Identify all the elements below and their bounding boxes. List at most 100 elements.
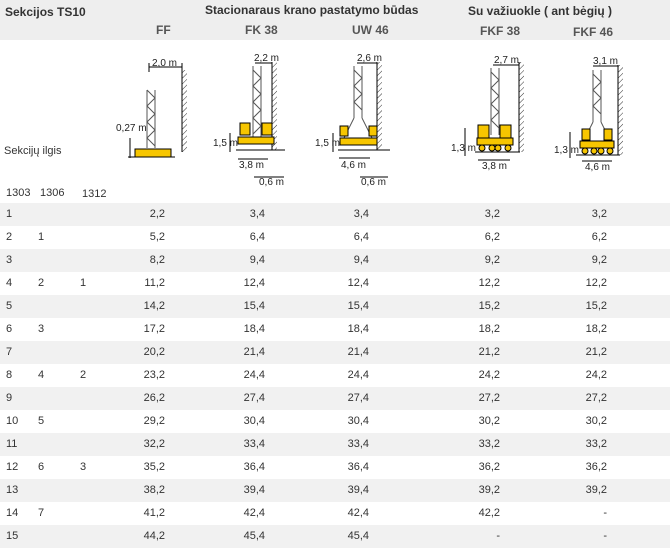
cell-uw46: 18,4 bbox=[347, 323, 369, 335]
cell-fkf38: 18,2 bbox=[478, 323, 500, 335]
table-header-band bbox=[0, 0, 670, 40]
cell-1303: 2 bbox=[6, 231, 13, 243]
cell-fkf46: 18,2 bbox=[585, 323, 607, 335]
cell-fkf46: 36,2 bbox=[585, 461, 607, 473]
cell-1306: 2 bbox=[38, 277, 45, 289]
uw46-wall bbox=[377, 62, 382, 150]
table-row: 5 14,2 15,4 15,4 15,2 15,2 bbox=[0, 295, 670, 318]
fk38-base bbox=[237, 136, 275, 145]
ff-wall bbox=[182, 70, 187, 152]
cell-fk38: 45,4 bbox=[243, 530, 265, 542]
cell-ff: 11,2 bbox=[144, 277, 165, 289]
cell-ff: 17,2 bbox=[143, 323, 165, 335]
cell-1303: 7 bbox=[6, 346, 13, 358]
cell-uw46: 45,4 bbox=[347, 530, 369, 542]
cell-fkf38: 3,2 bbox=[484, 208, 500, 220]
cell-uw46: 9,4 bbox=[353, 254, 369, 266]
fkf38-width-label: 2,7 m bbox=[494, 55, 519, 66]
cell-ff: 2,2 bbox=[149, 208, 165, 220]
fk38-base-label: 3,8 m bbox=[239, 160, 264, 171]
ff-mast bbox=[146, 89, 156, 148]
fk38-diagram: 2,2 m 1,5 m 3,8 m 0,6 m bbox=[213, 53, 285, 188]
cell-fk38: 42,4 bbox=[243, 507, 265, 519]
table-row: 2 1 5,2 6,4 6,4 6,2 6,2 bbox=[0, 226, 670, 249]
cell-ff: 44,2 bbox=[143, 530, 165, 542]
fkf46-width-label: 3,1 m bbox=[593, 56, 618, 67]
cell-ff: 29,2 bbox=[143, 415, 165, 427]
cell-ff: 38,2 bbox=[143, 484, 165, 496]
table-row: 9 26,2 27,4 27,4 27,2 27,2 bbox=[0, 387, 670, 410]
col-header-fkf46: FKF 46 bbox=[573, 25, 614, 39]
cell-fkf46: 27,2 bbox=[585, 392, 607, 404]
table-row: 10 5 29,2 30,4 30,4 30,2 30,2 bbox=[0, 410, 670, 433]
ff-height-label: 0,27 m bbox=[116, 123, 147, 134]
fkf38-height-label: 1,3 m bbox=[451, 143, 476, 154]
cell-1312: 1 bbox=[80, 277, 87, 289]
cell-fkf38: 9,2 bbox=[484, 254, 500, 266]
cell-ff: 23,2 bbox=[143, 369, 165, 381]
cell-fkf46: 3,2 bbox=[591, 208, 607, 220]
cell-uw46: 3,4 bbox=[353, 208, 369, 220]
cell-ff: 32,2 bbox=[143, 438, 165, 450]
cell-uw46: 21,4 bbox=[347, 346, 369, 358]
cell-fkf38: 30,2 bbox=[478, 415, 500, 427]
table-row: 11 32,2 33,4 33,4 33,2 33,2 bbox=[0, 433, 670, 456]
fkf38-mast bbox=[490, 68, 500, 135]
fk38-width-label: 2,2 m bbox=[254, 53, 279, 64]
cell-fkf46: 6,2 bbox=[591, 231, 607, 243]
table-row: 6 3 17,2 18,4 18,4 18,2 18,2 bbox=[0, 318, 670, 341]
table-row: 15 44,2 45,4 45,4 - - bbox=[0, 525, 670, 548]
cell-1303: 10 bbox=[6, 415, 19, 427]
cell-fkf46: - bbox=[603, 530, 607, 542]
uw46-height-label: 1,5 m bbox=[315, 138, 340, 149]
stationary-title: Stacionaraus krano pastatymo būdas bbox=[205, 3, 419, 17]
cell-uw46: 39,4 bbox=[347, 484, 369, 496]
col-header-uw46: UW 46 bbox=[352, 23, 389, 37]
cell-uw46: 6,4 bbox=[353, 231, 369, 243]
cell-fkf38: 21,2 bbox=[478, 346, 500, 358]
cell-ff: 20,2 bbox=[143, 346, 165, 358]
cell-ff: 41,2 bbox=[143, 507, 165, 519]
mobile-title: Su važiuokle ( ant bėgių ) bbox=[468, 4, 613, 18]
cell-1303: 11 bbox=[6, 438, 18, 450]
cell-1303: 8 bbox=[6, 369, 13, 381]
cell-1312: 2 bbox=[80, 369, 87, 381]
cell-fkf46: - bbox=[603, 507, 607, 519]
crane-base-diagrams: 2,0 m 0,27 m 2,2 m 1,5 m 3,8 m 0,6 m bbox=[116, 53, 623, 188]
table-row: 1 2,2 3,4 3,4 3,2 3,2 bbox=[0, 203, 670, 226]
cell-ff: 35,2 bbox=[143, 461, 165, 473]
cell-fkf46: 12,2 bbox=[585, 277, 607, 289]
cell-uw46: 12,4 bbox=[347, 277, 369, 289]
uw46-base-label: 4,6 m bbox=[341, 160, 366, 171]
fkf46-base-label: 4,6 m bbox=[585, 162, 610, 173]
col-header-fk38: FK 38 bbox=[245, 23, 278, 37]
cell-fk38: 36,4 bbox=[243, 461, 265, 473]
cell-1303: 13 bbox=[6, 484, 19, 496]
cell-fkf38: 36,2 bbox=[478, 461, 500, 473]
fk38-mast bbox=[252, 66, 262, 138]
cell-fk38: 9,4 bbox=[249, 254, 265, 266]
cell-uw46: 27,4 bbox=[347, 392, 369, 404]
cell-fkf46: 30,2 bbox=[585, 415, 607, 427]
cell-1303: 14 bbox=[6, 507, 19, 519]
cell-ff: 14,2 bbox=[143, 300, 165, 312]
cell-fkf38: 15,2 bbox=[478, 300, 500, 312]
section-length-label: Sekcijų ilgis bbox=[4, 145, 62, 157]
cell-1306: 7 bbox=[38, 507, 45, 519]
cell-fkf38: 33,2 bbox=[478, 438, 500, 450]
table-row: 12 6 3 35,2 36,4 36,4 36,2 36,2 bbox=[0, 456, 670, 479]
cell-1303: 1 bbox=[6, 208, 13, 220]
table-row: 7 20,2 21,4 21,4 21,2 21,2 bbox=[0, 341, 670, 364]
ff-diagram: 2,0 m 0,27 m bbox=[116, 58, 187, 158]
cell-fk38: 12,4 bbox=[243, 277, 265, 289]
fkf46-wall bbox=[618, 65, 623, 155]
uw46-diagram: 2,6 m 1,5 m 4,6 m 0,6 m bbox=[315, 53, 390, 188]
uw46-base bbox=[339, 137, 378, 146]
cell-fkf38: 24,2 bbox=[478, 369, 500, 381]
cell-uw46: 36,4 bbox=[347, 461, 369, 473]
cell-fkf46: 15,2 bbox=[585, 300, 607, 312]
uw46-gap-label: 0,6 m bbox=[361, 177, 386, 188]
cell-fk38: 21,4 bbox=[243, 346, 265, 358]
fk38-gap-label: 0,6 m bbox=[259, 177, 284, 188]
cell-fkf46: 9,2 bbox=[591, 254, 607, 266]
